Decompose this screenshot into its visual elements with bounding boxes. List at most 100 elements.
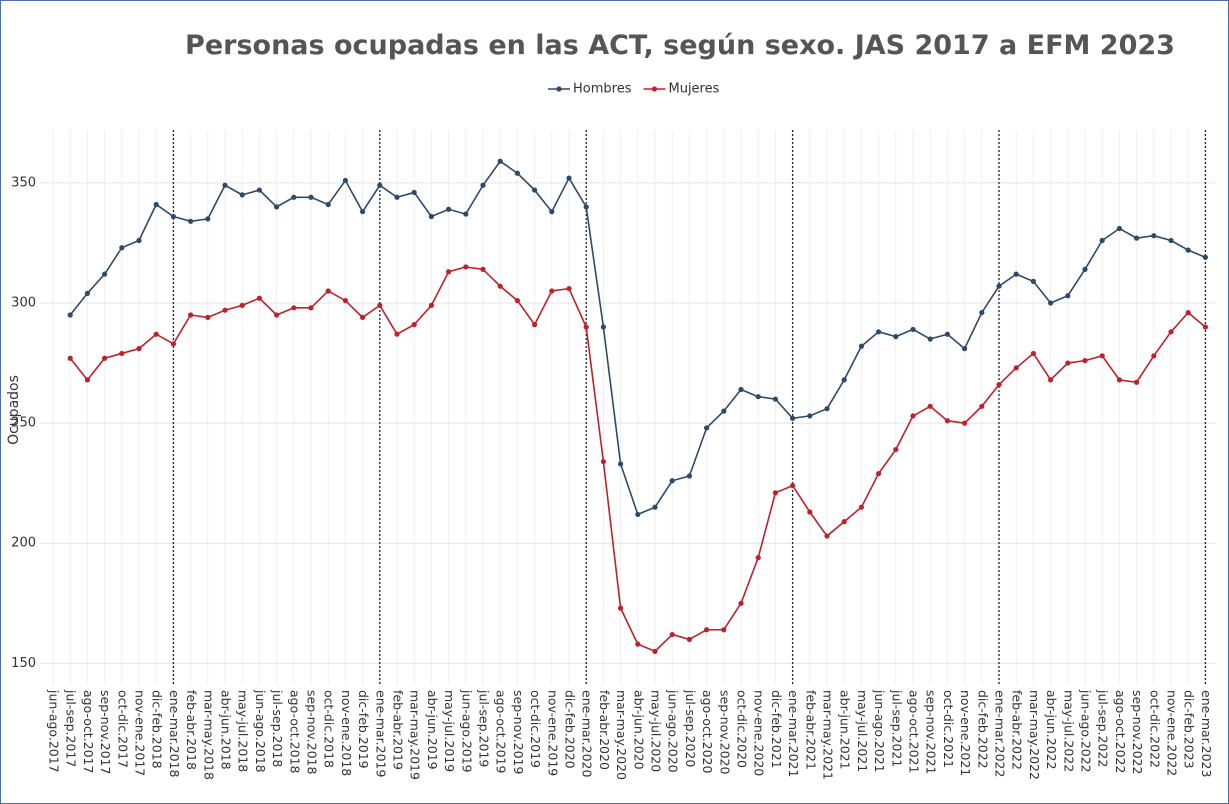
data-point xyxy=(1013,271,1019,277)
data-point xyxy=(1168,237,1174,244)
data-point xyxy=(876,329,882,335)
data-point xyxy=(497,283,503,289)
data-point xyxy=(927,403,933,409)
data-point xyxy=(428,213,434,220)
x-tick-label: ene-mar.2020 xyxy=(580,690,595,777)
data-point xyxy=(858,504,865,510)
x-tick-label: jul-sep.2019 xyxy=(477,689,492,767)
data-point xyxy=(910,413,916,419)
data-point xyxy=(342,297,348,304)
data-point xyxy=(325,201,331,208)
data-point xyxy=(377,182,383,188)
x-tick-label: dic-feb.2020 xyxy=(563,690,578,769)
data-point xyxy=(428,302,434,308)
data-point xyxy=(239,192,245,198)
data-point xyxy=(962,420,968,426)
data-point xyxy=(755,555,761,561)
x-tick-label: dic-feb.2019 xyxy=(356,690,371,769)
data-point xyxy=(583,204,589,210)
data-point xyxy=(686,473,693,479)
data-point xyxy=(772,396,779,402)
y-tick-label: 200 xyxy=(11,536,36,551)
legend-marker xyxy=(556,86,562,92)
x-tick-label: sep-nov.2018 xyxy=(305,690,320,774)
data-point xyxy=(308,194,314,200)
data-point xyxy=(876,470,882,477)
data-point xyxy=(446,206,452,212)
data-point xyxy=(205,216,211,222)
x-tick-label: oct-dic.2018 xyxy=(322,690,337,768)
legend: Hombres Mujeres xyxy=(548,82,720,97)
x-tick-label: jun-ago.2018 xyxy=(253,689,268,773)
x-tick-label: abr-jun.2021 xyxy=(838,690,853,770)
x-tick-label: abr-jun.2018 xyxy=(219,690,234,770)
x-tick-label: jun-ago.2022 xyxy=(1079,689,1094,773)
x-tick-label: mar-may.2020 xyxy=(614,690,629,780)
data-point xyxy=(944,418,951,424)
data-point xyxy=(1151,353,1157,359)
data-point xyxy=(291,194,297,200)
data-point xyxy=(394,331,400,337)
data-point xyxy=(170,213,176,220)
data-point xyxy=(188,218,194,224)
x-tick-label: mar-may.2021 xyxy=(821,690,836,780)
data-point xyxy=(153,201,159,208)
data-point xyxy=(532,187,538,193)
x-tick-label: dic-feb.2023 xyxy=(1182,690,1197,769)
chart-title: Personas ocupadas en las ACT, según sexo… xyxy=(185,30,1175,61)
x-tick-label: sep-nov.2022 xyxy=(1130,690,1145,774)
x-tick-label: sep-nov.2019 xyxy=(511,690,526,774)
data-point xyxy=(669,478,675,484)
data-point xyxy=(858,343,865,349)
x-tick-label: ene-mar.2021 xyxy=(786,690,801,777)
data-point xyxy=(600,324,607,330)
data-point xyxy=(342,177,348,184)
x-tick-label: mar-may.2019 xyxy=(408,690,423,780)
data-point xyxy=(291,305,297,311)
data-point xyxy=(979,309,985,316)
x-tick-label: abr-jun.2020 xyxy=(631,690,646,770)
data-point xyxy=(394,194,400,200)
x-tick-label: jul-sep.2021 xyxy=(889,689,904,767)
legend-label: Mujeres xyxy=(668,82,719,97)
data-point xyxy=(1134,235,1140,241)
x-tick-label: oct-dic.2022 xyxy=(1147,690,1162,768)
y-tick-label: 350 xyxy=(11,175,36,190)
x-tick-label: may-jul.2022 xyxy=(1061,690,1076,772)
x-tick-label: nov-ene.2022 xyxy=(1165,690,1180,776)
data-point xyxy=(790,415,796,421)
x-tick-label: ago-oct.2022 xyxy=(1113,690,1128,773)
data-point xyxy=(480,182,486,188)
x-tick-label: sep-nov.2021 xyxy=(924,690,939,774)
data-point xyxy=(772,490,779,496)
x-tick-label: may-jul.2018 xyxy=(236,690,251,772)
data-point xyxy=(652,504,658,510)
x-tick-label: ago-oct.2020 xyxy=(700,690,715,773)
data-point xyxy=(738,600,744,606)
data-point xyxy=(532,322,538,328)
data-point xyxy=(807,509,813,515)
data-point xyxy=(514,297,521,304)
data-point xyxy=(136,237,142,244)
x-tick-label: ene-mar.2023 xyxy=(1199,690,1214,777)
x-tick-label: dic-feb.2018 xyxy=(150,690,165,769)
legend-marker xyxy=(651,86,658,92)
data-point xyxy=(635,511,641,518)
data-point xyxy=(1116,377,1122,383)
data-point xyxy=(463,264,469,270)
data-point xyxy=(1185,247,1191,253)
x-tick-label: may-jul.2021 xyxy=(855,690,870,772)
data-point xyxy=(824,406,830,412)
data-point xyxy=(67,312,73,318)
x-tick-label: feb-abr.2018 xyxy=(184,690,199,770)
data-point xyxy=(927,336,933,342)
data-point xyxy=(841,377,847,383)
x-tick-label: nov-ene.2020 xyxy=(752,690,767,776)
data-point xyxy=(1116,225,1122,232)
data-point xyxy=(1168,329,1174,335)
x-tick-label: ago-oct.2018 xyxy=(287,690,302,773)
data-point xyxy=(790,482,796,489)
